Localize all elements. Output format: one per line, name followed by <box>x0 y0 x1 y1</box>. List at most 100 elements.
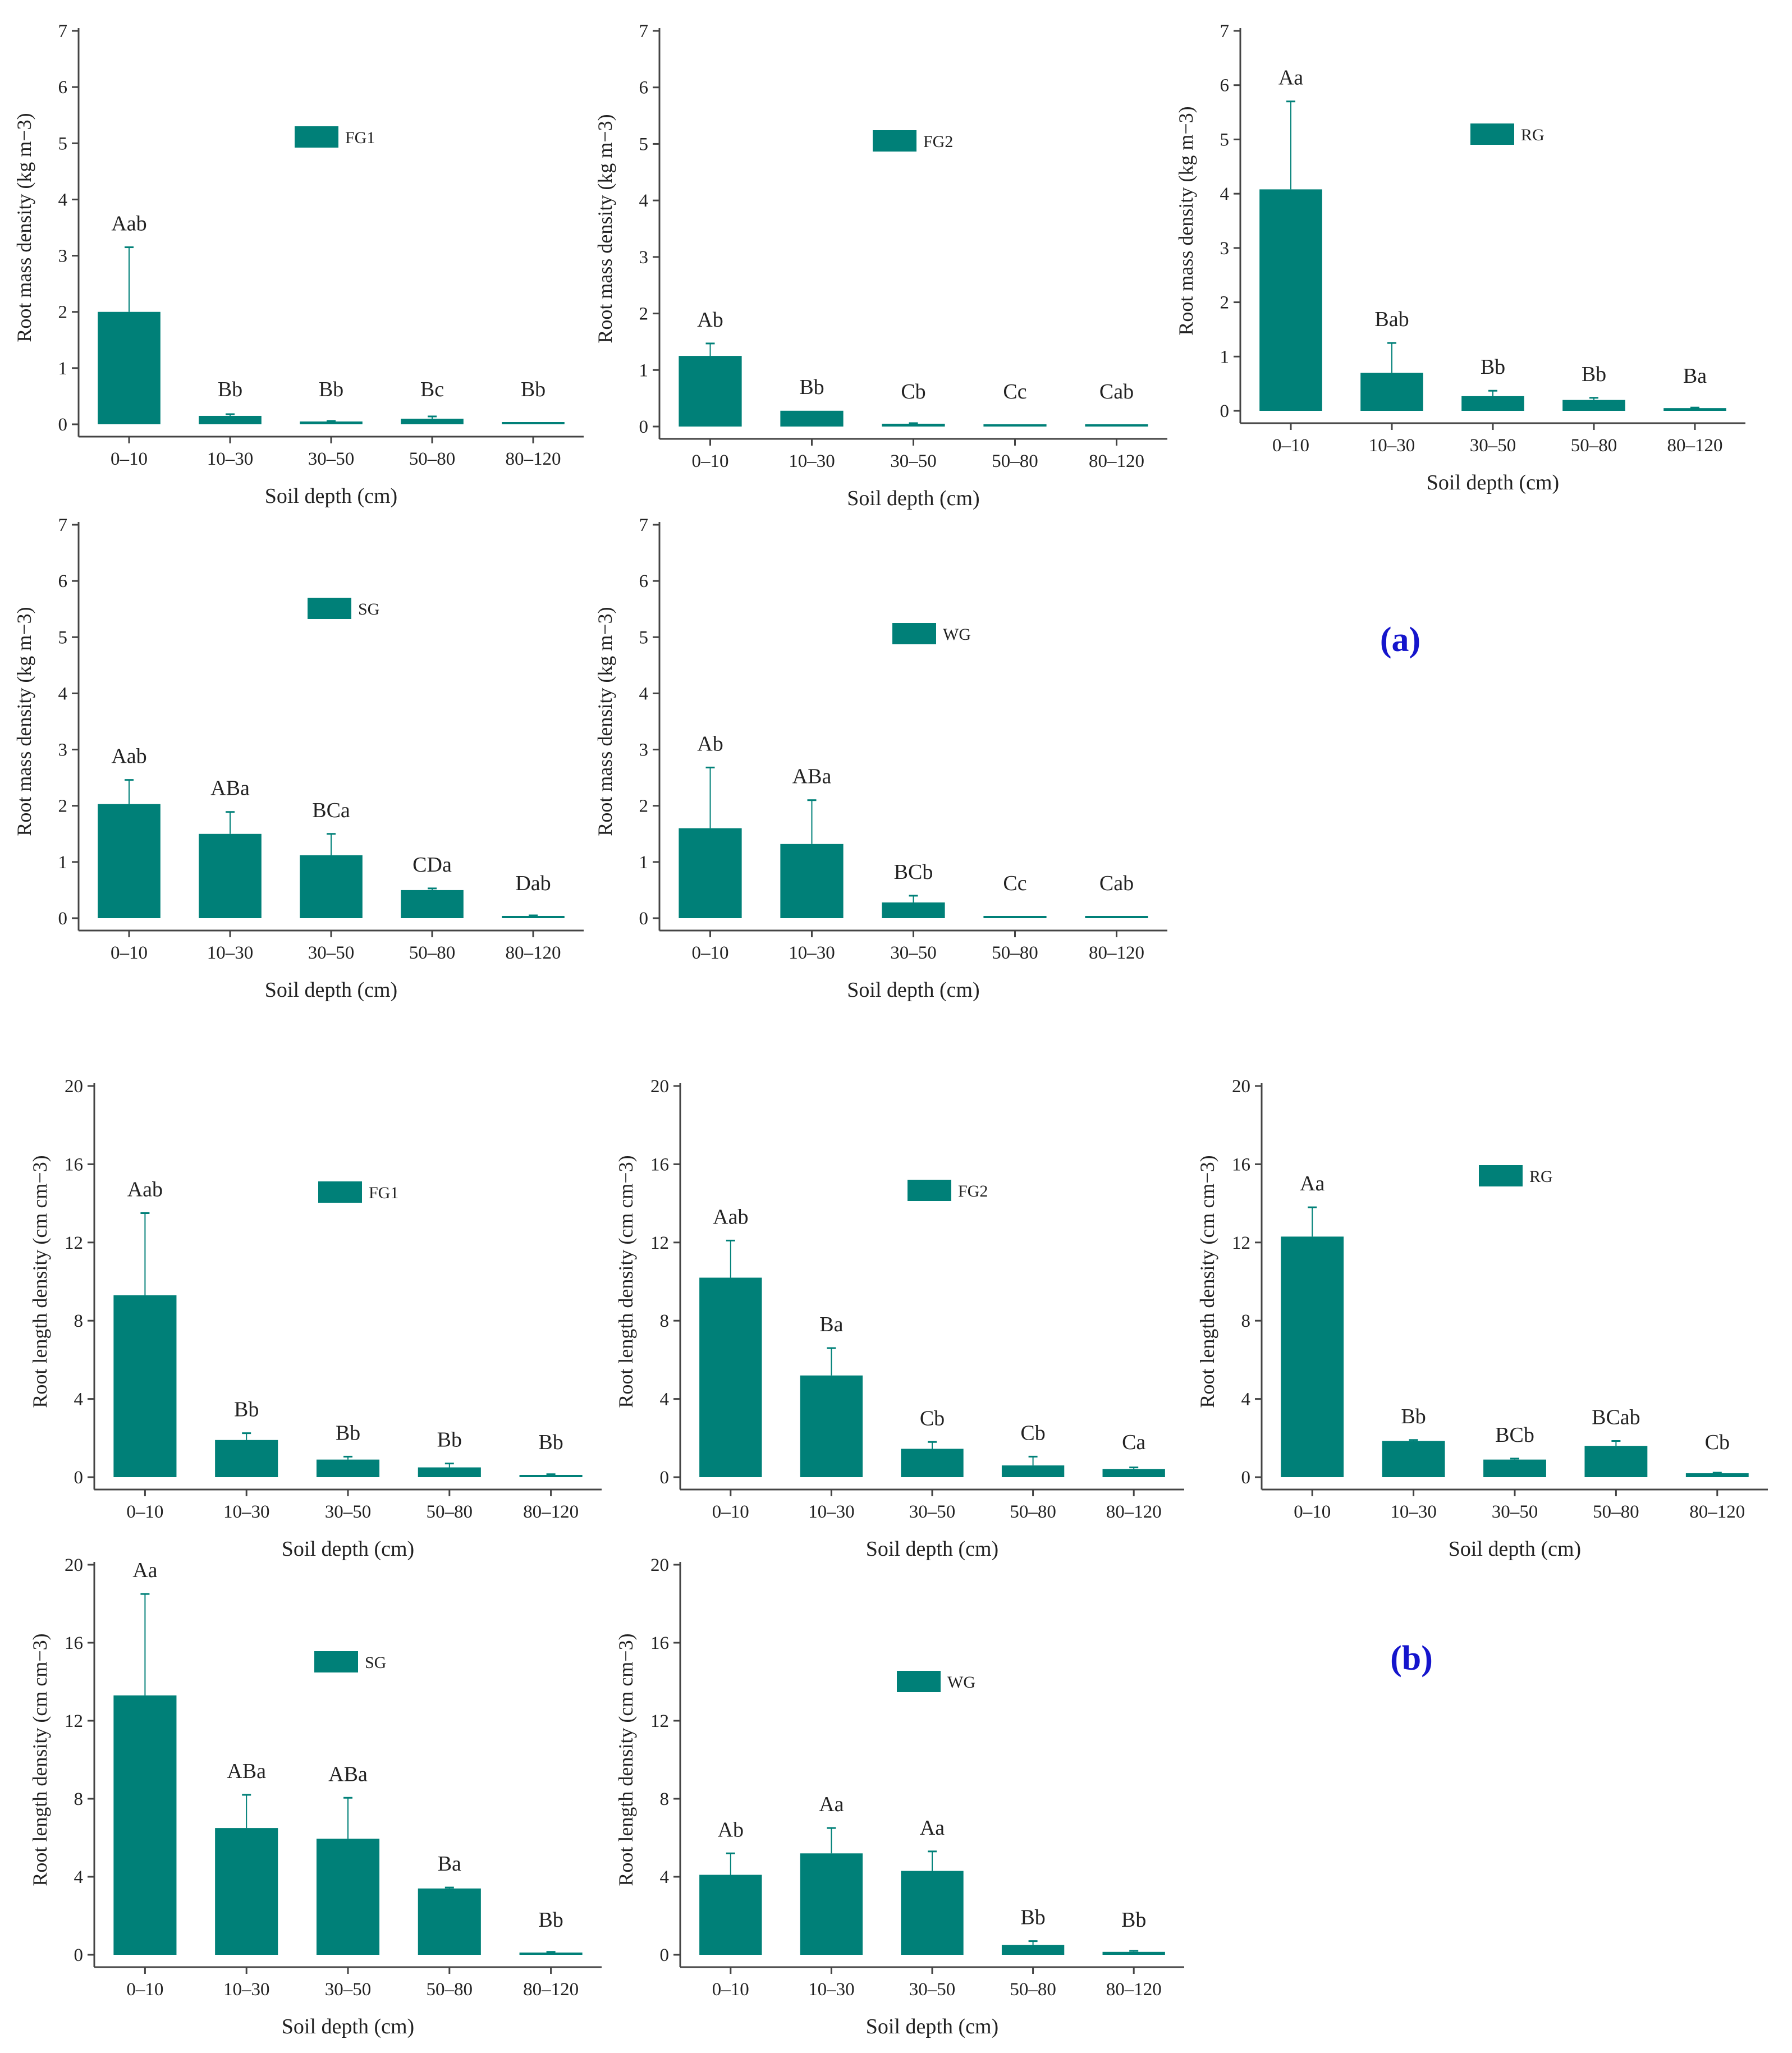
x-tick-label: 10–30 <box>223 1502 270 1522</box>
x-tick-label: 80–120 <box>1106 1979 1162 2000</box>
bar <box>1382 1441 1445 1477</box>
bar <box>113 1695 177 1955</box>
y-tick-label: 1 <box>58 853 68 873</box>
y-tick-label: 3 <box>58 246 68 267</box>
y-tick-label: 4 <box>660 1867 670 1887</box>
y-axis-title: Root mass density (kg m−3) <box>13 113 35 342</box>
y-tick-label: 8 <box>660 1311 670 1331</box>
bar <box>1001 1945 1065 1955</box>
y-tick-label: 2 <box>58 796 68 817</box>
bar <box>882 902 945 918</box>
significance-label: Dab <box>515 872 551 895</box>
x-tick-label: 30–50 <box>308 449 355 469</box>
significance-label: Bb <box>336 1421 360 1445</box>
significance-label: Aa <box>1278 66 1303 90</box>
significance-label: Aab <box>111 745 146 768</box>
legend-label: FG2 <box>923 132 953 151</box>
bar <box>98 311 161 424</box>
y-tick-label: 6 <box>58 571 68 592</box>
bar <box>401 418 464 424</box>
bar <box>199 833 262 918</box>
x-tick-label: 80–120 <box>1089 943 1144 963</box>
significance-label: ABa <box>210 777 250 800</box>
bar <box>316 1839 380 1955</box>
significance-label: Aab <box>127 1178 163 1202</box>
y-tick-label: 12 <box>65 1233 83 1253</box>
y-tick-label: 0 <box>660 1468 670 1488</box>
significance-label: Bb <box>234 1398 259 1422</box>
y-tick-label: 16 <box>65 1154 83 1175</box>
y-tick-label: 16 <box>650 1154 669 1175</box>
x-tick-label: 50–80 <box>409 449 456 469</box>
y-tick-label: 7 <box>58 515 68 535</box>
bar <box>1685 1473 1749 1477</box>
bar <box>418 1888 481 1955</box>
x-tick-label: 50–80 <box>1010 1979 1056 2000</box>
bar <box>98 804 161 918</box>
y-tick-label: 6 <box>639 571 649 592</box>
significance-label: ABa <box>328 1762 368 1786</box>
y-tick-label: 20 <box>650 1076 669 1097</box>
significance-label: ABa <box>792 765 832 789</box>
chart-a-rg: 0 1 2 3 4 5 6 7 Aa 0–10 Bab 10–30 Bb 30–50 Bb 50–80 Ba 80… <box>1175 21 1745 494</box>
x-tick-label: 10–30 <box>207 449 254 469</box>
significance-label: Bab <box>1374 308 1409 331</box>
legend-swatch <box>295 126 338 148</box>
y-tick-label: 3 <box>58 740 68 760</box>
y-tick-label: 16 <box>65 1633 83 1653</box>
x-tick-label: 30–50 <box>325 1979 372 2000</box>
x-tick-label: 10–30 <box>1390 1502 1437 1522</box>
y-tick-label: 1 <box>639 360 649 381</box>
y-tick-label: 20 <box>650 1555 669 1575</box>
bar <box>699 1277 762 1477</box>
significance-label: Cb <box>920 1406 945 1430</box>
significance-label: Ba <box>819 1313 843 1336</box>
x-tick-label: 0–10 <box>712 1502 749 1522</box>
legend-label: SG <box>365 1653 386 1672</box>
x-tick-label: 10–30 <box>808 1502 855 1522</box>
significance-label: Ba <box>438 1852 461 1876</box>
significance-label: Cc <box>1003 872 1026 895</box>
bar <box>1584 1446 1648 1477</box>
chart-a-fg2: 0 1 2 3 4 5 6 7 Ab 0–10 Bb 10–30 Cb 30–50 Cc 50–80 Cab 80… <box>594 21 1167 510</box>
bar <box>300 855 363 918</box>
y-axis-title: Root length density (cm cm−3) <box>29 1633 51 1886</box>
legend-label: SG <box>358 600 379 618</box>
y-tick-label: 6 <box>639 78 649 98</box>
panel-letter-a: (a) <box>1380 621 1420 659</box>
x-tick-label: 80–120 <box>1106 1502 1162 1522</box>
y-axis-title: Root mass density (kg m−3) <box>594 114 616 343</box>
bar <box>1281 1236 1344 1477</box>
bar <box>199 415 262 424</box>
y-tick-label: 0 <box>74 1468 84 1488</box>
legend-label: FG1 <box>345 129 375 147</box>
bar <box>1360 373 1423 411</box>
y-tick-label: 4 <box>1220 184 1230 204</box>
bar <box>679 356 742 427</box>
y-tick-label: 1 <box>1220 347 1230 367</box>
x-tick-label: 30–50 <box>325 1502 372 1522</box>
bar <box>901 1449 964 1477</box>
bar <box>1461 396 1524 411</box>
significance-label: Aa <box>819 1793 844 1816</box>
significance-label: Bc <box>420 378 444 401</box>
y-tick-label: 5 <box>639 134 649 154</box>
y-tick-label: 0 <box>58 909 68 929</box>
x-tick-label: 80–120 <box>1089 451 1144 471</box>
x-tick-label: 50–80 <box>427 1502 473 1522</box>
y-tick-label: 20 <box>1232 1076 1250 1097</box>
x-axis-title: Soil depth (cm) <box>265 484 397 508</box>
significance-label: Bb <box>319 378 343 401</box>
bar <box>418 1467 481 1477</box>
x-axis-title: Soil depth (cm) <box>282 2015 414 2038</box>
bar <box>316 1459 380 1477</box>
y-tick-label: 1 <box>58 359 68 379</box>
y-tick-label: 12 <box>650 1711 669 1731</box>
bar <box>882 423 945 427</box>
bar <box>983 916 1047 918</box>
significance-label: Bb <box>521 378 546 401</box>
significance-label: Ab <box>718 1818 744 1841</box>
significance-label: Cab <box>1099 380 1134 404</box>
legend-swatch <box>308 598 351 619</box>
